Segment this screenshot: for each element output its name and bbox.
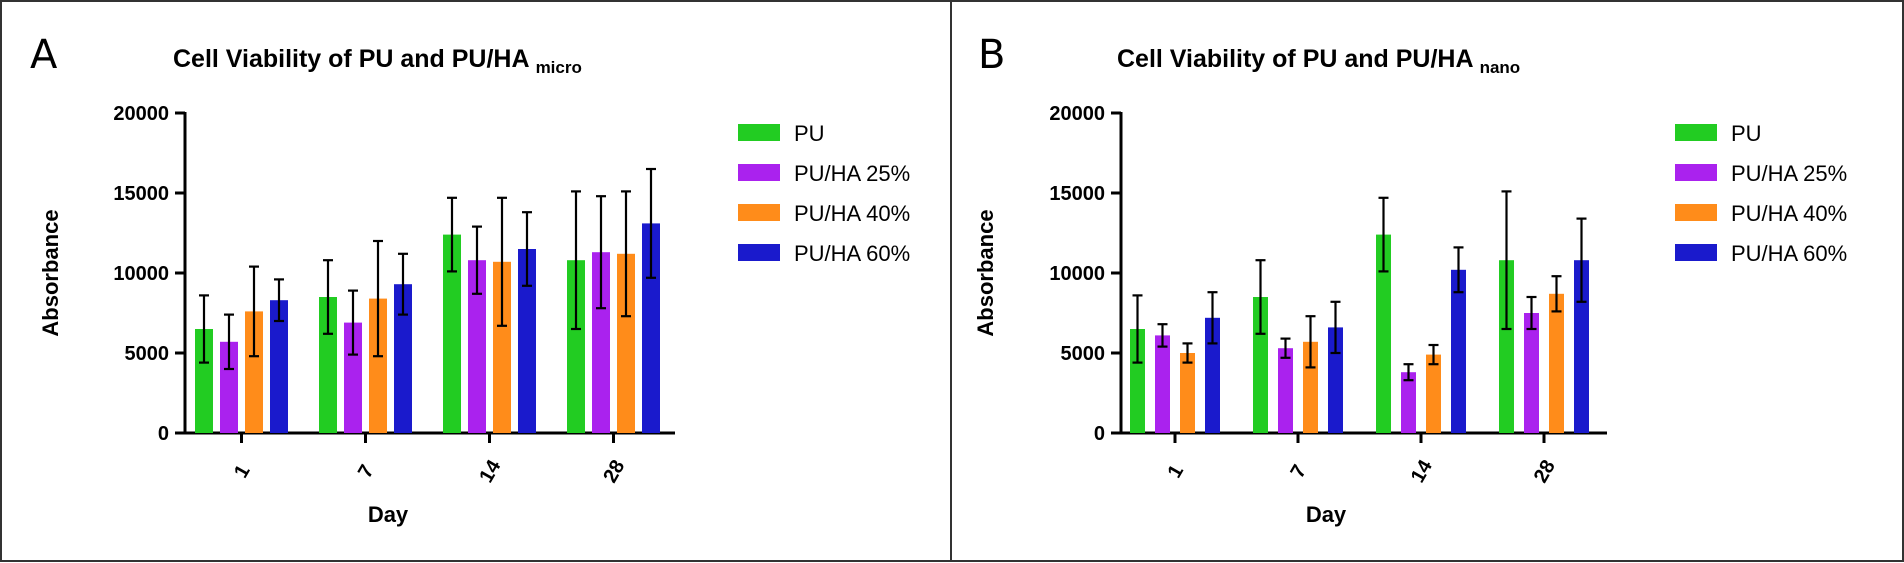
panel-b-legend-swatch — [1675, 124, 1717, 141]
panel-b-bar-day-1-series-2 — [1155, 335, 1170, 433]
panel-b-title-subscript: nano — [1480, 58, 1521, 77]
panel-a-bar-day-7-series-4 — [394, 284, 412, 433]
panel-b-bar-day-28-series-1 — [1499, 260, 1514, 433]
panel-a-y-axis-label: Absorbance — [38, 209, 63, 336]
panel-a-bar-day-28-series-1 — [567, 260, 585, 433]
panel-a-title: Cell Viability of PU and PU/HA micro — [173, 45, 582, 77]
panel-a-legend-label: PU/HA 40% — [794, 201, 910, 226]
panel-a-y-tick-label: 15000 — [113, 183, 169, 205]
panel-b-legend-label: PU — [1731, 121, 1762, 146]
panel-b-y-tick-label: 0 — [1094, 423, 1105, 445]
panel-b-legend-swatch — [1675, 164, 1717, 181]
panel-a-bar-day-1-series-3 — [245, 311, 263, 433]
panel-a-bar-day-14-series-2 — [468, 260, 486, 433]
panel-b-bar-day-28-series-4 — [1574, 260, 1589, 433]
panel-a-bar-day-14-series-1 — [443, 234, 461, 433]
panel-b-letter: B — [978, 32, 1005, 78]
panel-a-y-tick-label: 5000 — [125, 343, 170, 365]
panel-b-y-tick-label: 20000 — [1049, 103, 1105, 125]
panel-a-y-tick-label: 0 — [158, 423, 169, 445]
panel-b-bar-day-7-series-3 — [1303, 341, 1318, 433]
panel-a-bar-day-28-series-4 — [642, 223, 660, 433]
panel-a-legend-swatch — [738, 204, 780, 221]
panel-a-x-axis-label: Day — [368, 502, 409, 527]
panel-b-legend-swatch — [1675, 244, 1717, 261]
panel-b-bar-day-7-series-2 — [1278, 348, 1293, 433]
panel-b-legend-label: PU/HA 25% — [1731, 161, 1847, 186]
panel-b-bar-day-28-series-2 — [1524, 313, 1539, 433]
chart-panel-b: B Cell Viability of PU and PU/HA nano 0 500… — [950, 0, 1904, 562]
panel-a-bar-day-1-series-1 — [195, 329, 213, 433]
panel-a-legend-swatch — [738, 164, 780, 181]
panel-a-legend-swatch — [738, 244, 780, 261]
panel-a-y-tick-label: 20000 — [113, 103, 169, 125]
panel-a-legend-swatch — [738, 124, 780, 141]
panel-a-legend-label: PU/HA 60% — [794, 241, 910, 266]
panel-a-title-subscript: micro — [536, 58, 582, 77]
panel-b-bar-day-14-series-1 — [1376, 234, 1391, 433]
panel-b-bar-day-1-series-3 — [1180, 353, 1195, 433]
panel-b-bar-day-28-series-3 — [1549, 293, 1564, 433]
chart-panel-a: A Cell Viability of PU and PU/HA micro 0 50… — [0, 0, 952, 562]
panel-a-letter: A — [30, 32, 58, 78]
panel-b-y-axis-label: Absorbance — [973, 209, 998, 336]
panel-a-y-tick-label: 10000 — [113, 263, 169, 285]
panel-b-bar-day-7-series-1 — [1253, 297, 1268, 433]
panel-b-legend-swatch — [1675, 204, 1717, 221]
panel-a-bar-day-1-series-4 — [270, 300, 288, 433]
panel-a-bar-day-7-series-2 — [344, 322, 362, 433]
panel-b-y-tick-label: 15000 — [1049, 183, 1105, 205]
panel-a-bar-day-7-series-3 — [369, 298, 387, 433]
panel-a-bar-day-14-series-3 — [493, 261, 511, 433]
panel-b-x-axis-label: Day — [1306, 502, 1347, 527]
panel-a-legend-label: PU/HA 25% — [794, 161, 910, 186]
panel-a-bar-day-28-series-2 — [592, 252, 610, 433]
panel-a-legend-label: PU — [794, 121, 825, 146]
panel-b-bar-day-1-series-1 — [1130, 329, 1145, 433]
panel-b-legend-label: PU/HA 60% — [1731, 241, 1847, 266]
panel-a-bar-day-7-series-1 — [319, 297, 337, 433]
panel-b-bar-day-14-series-2 — [1401, 372, 1416, 433]
panel-a-bar-day-1-series-2 — [220, 341, 238, 433]
panel-b-bar-day-1-series-4 — [1205, 317, 1220, 433]
panel-b-title-main: Cell Viability of PU and PU/HA — [1117, 45, 1480, 73]
panel-b-bar-day-14-series-3 — [1426, 354, 1441, 433]
panel-a-bar-day-28-series-3 — [617, 253, 635, 433]
panel-b-bar-day-14-series-4 — [1451, 269, 1466, 433]
panel-a-bar-day-14-series-4 — [518, 249, 536, 433]
panel-b-legend-label: PU/HA 40% — [1731, 201, 1847, 226]
panel-b-y-tick-label: 10000 — [1049, 263, 1105, 285]
panel-b-title: Cell Viability of PU and PU/HA nano — [1117, 45, 1520, 77]
panel-b-frame — [950, 0, 1904, 562]
panel-b-y-tick-label: 5000 — [1061, 343, 1106, 365]
panel-a-title-main: Cell Viability of PU and PU/HA — [173, 45, 536, 73]
